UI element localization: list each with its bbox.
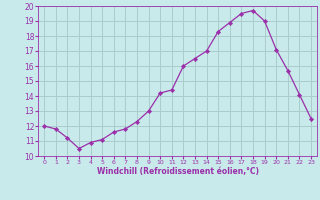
X-axis label: Windchill (Refroidissement éolien,°C): Windchill (Refroidissement éolien,°C) — [97, 167, 259, 176]
